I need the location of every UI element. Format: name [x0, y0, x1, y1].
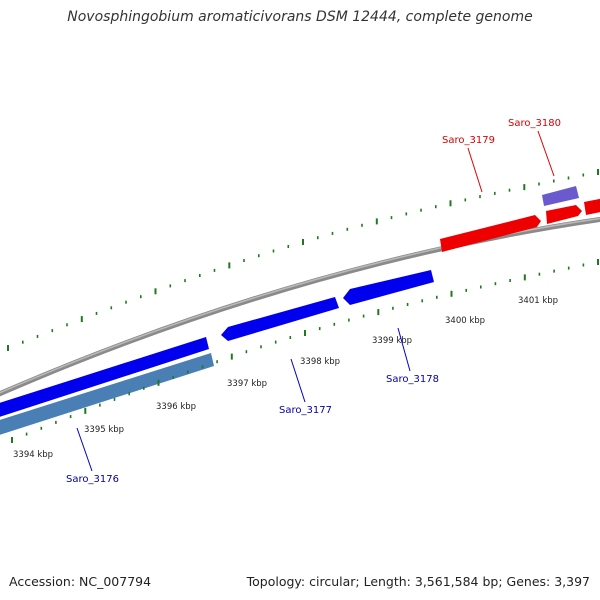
leader-saro-3179	[467, 147, 483, 193]
ruler-labels: 3394 kbp 3395 kbp 3396 kbp 3397 kbp 3398…	[13, 296, 558, 460]
tick-label-3399: 3399 kbp	[372, 336, 412, 346]
map-title: Novosphingobium aromaticivorans DSM 1244…	[67, 9, 533, 25]
accession-text: Accession: NC_007794	[9, 574, 152, 589]
gene-label-saro-3178[interactable]: Saro_3178	[386, 374, 439, 385]
gene-saro-3180-feature[interactable]	[542, 186, 579, 206]
gene-saro-3177-arrow[interactable]	[221, 297, 339, 341]
gene-saro-3176-arrow[interactable]	[0, 337, 209, 420]
gene-saro-3180-arrow[interactable]	[546, 205, 582, 224]
gene-label-saro-3177[interactable]: Saro_3177	[279, 405, 332, 416]
genome-summary-text: Topology: circular; Length: 3,561,584 bp…	[246, 574, 590, 589]
tick-label-3396: 3396 kbp	[156, 402, 196, 412]
leader-saro-3180	[537, 130, 555, 177]
gene-label-saro-3180[interactable]: Saro_3180	[508, 118, 561, 129]
leader-saro-3176	[76, 427, 93, 472]
inner-tick-track	[11, 259, 599, 443]
gene-label-saro-3176[interactable]: Saro_3176	[66, 474, 119, 485]
gene-next-forward-arrow[interactable]	[584, 197, 600, 215]
tick-label-3397: 3397 kbp	[227, 379, 267, 389]
leader-saro-3178	[397, 327, 411, 372]
gene-saro-3178-arrow[interactable]	[343, 270, 434, 305]
leader-saro-3177	[290, 358, 306, 403]
genome-backbone	[0, 216, 600, 397]
tick-label-3401: 3401 kbp	[518, 296, 558, 306]
gene-saro-3179-arrow[interactable]	[440, 215, 541, 252]
outer-dot-track	[7, 169, 599, 351]
gene-saro-3176-feature[interactable]	[0, 353, 214, 438]
gene-label-saro-3179[interactable]: Saro_3179	[442, 135, 495, 146]
tick-label-3400: 3400 kbp	[445, 316, 485, 326]
tick-label-3395: 3395 kbp	[84, 425, 124, 435]
tick-label-3394: 3394 kbp	[13, 450, 53, 460]
tick-label-3398: 3398 kbp	[300, 357, 340, 367]
